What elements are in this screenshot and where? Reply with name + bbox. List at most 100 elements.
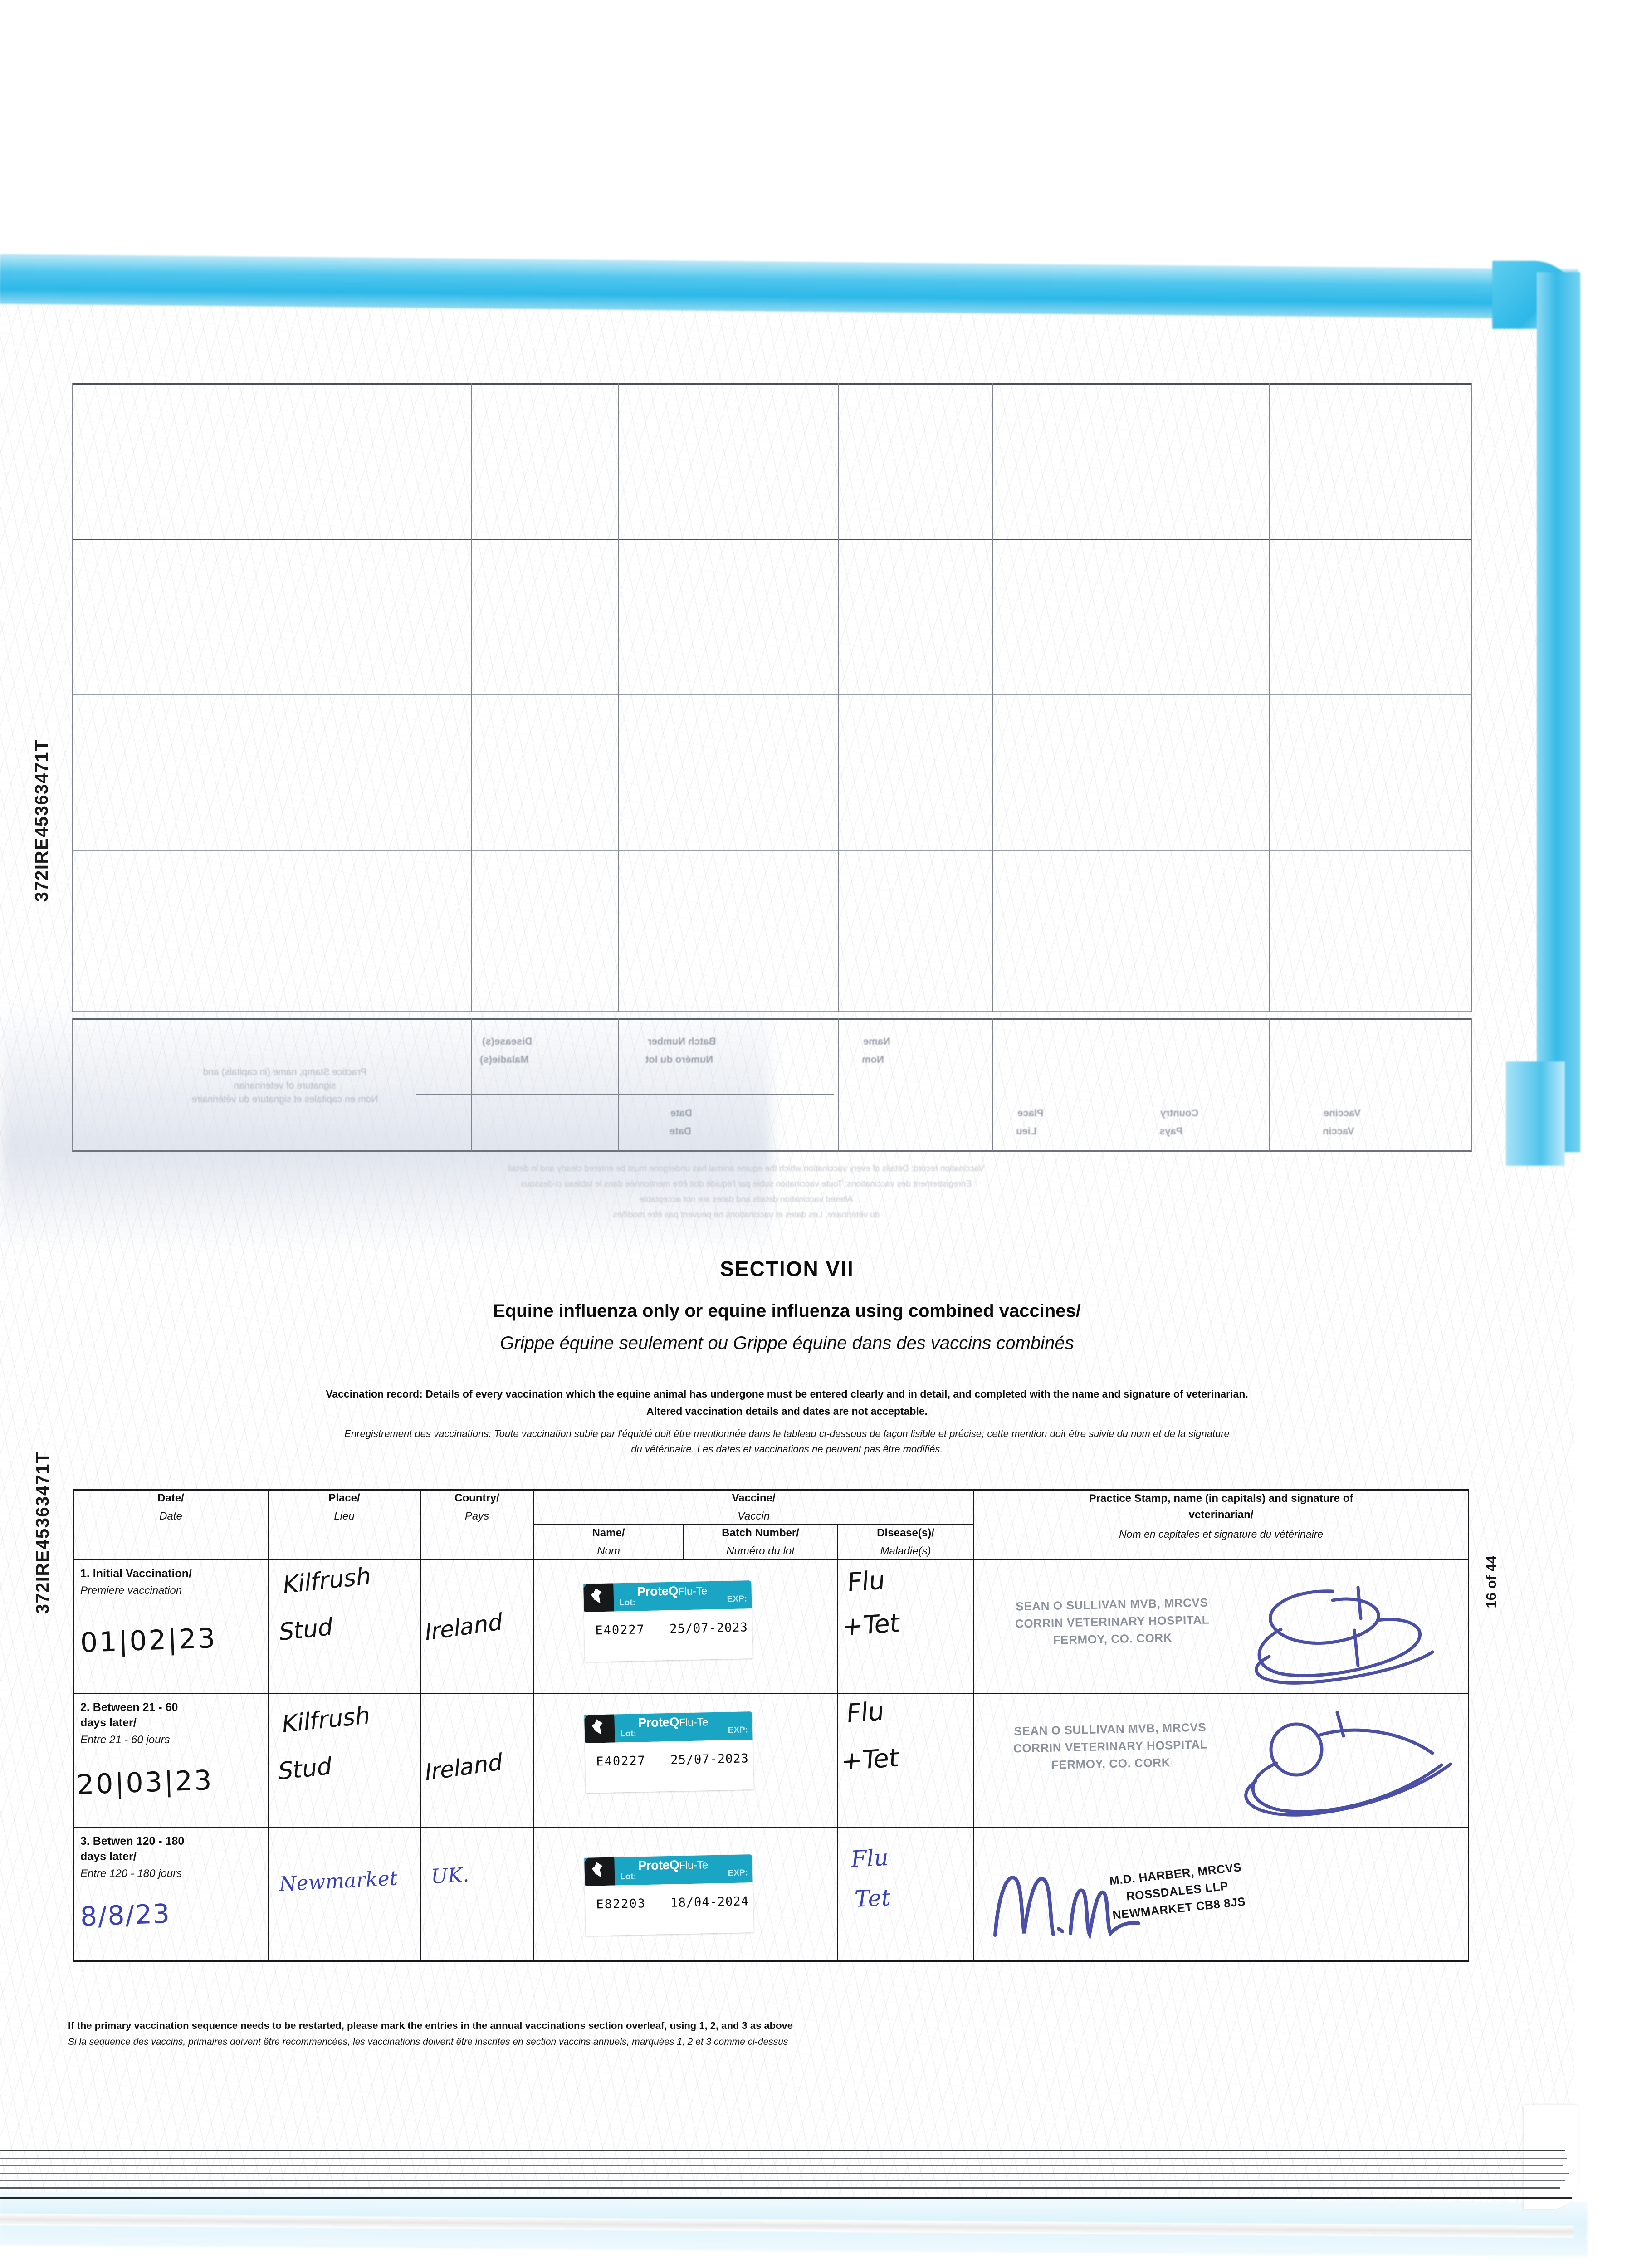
vaccination-record-note-en: Vaccination record: Details of every vac… [0, 1385, 1574, 1420]
row3-label-fr: Entre 120 - 180 jours [80, 1867, 182, 1880]
row1-vet-signature [1255, 1586, 1434, 1685]
passport-id-vertical-bottom: 372IRE45363471T [33, 1452, 53, 1614]
sticker-body-3: E82203 18/04-2024 [585, 1882, 754, 1936]
proteq-sticker-3: ProteQFlu-Te Lot: EXP: E82203 18/04-2024 [584, 1854, 754, 1936]
row3-expiry-date: 18/04-2024 [670, 1894, 749, 1910]
page-shadow [0, 998, 771, 1252]
row1-date-handwritten: 01|02|23 [79, 1622, 218, 1659]
row1-country: Ireland [423, 1608, 504, 1646]
row2-disease-line2: +Tet [840, 1743, 900, 1777]
header-date: Date/ Date [73, 1489, 269, 1560]
row2-batch-number: E40227 [596, 1754, 646, 1769]
row2-label-fr: Entre 21 - 60 jours [80, 1734, 170, 1746]
header-practice-stamp: Practice Stamp, name (in capitals) and s… [973, 1489, 1470, 1560]
cell-vaccine-1: ProteQFlu-Te Lot: EXP: E40227 25/07-2023 [533, 1559, 838, 1694]
sticker-exp-label-2: EXP: [728, 1725, 748, 1735]
plastic-sleeve-right-edge [1537, 272, 1580, 1152]
cell-country-1: Ireland [420, 1559, 534, 1694]
row3-label-en: 3. Betwen 120 - 180 [80, 1835, 185, 1848]
row1-disease-line2: +Tet [840, 1608, 901, 1642]
sticker-band-2: ProteQFlu-Te Lot: EXP: [584, 1711, 753, 1743]
proteq-sticker-1: ProteQFlu-Te Lot: EXP: E40227 25/07-2023 [583, 1580, 753, 1662]
section-header-block: SECTION VII Equine influenza only or equ… [0, 1256, 1574, 1457]
sticker-lot-label-1: Lot: [619, 1598, 636, 1608]
cell-place-3: Newmarket [268, 1827, 421, 1962]
row2-expiry-date: 25/07-2023 [670, 1751, 749, 1767]
table-row: 3. Betwen 120 - 180 days later/ Entre 12… [73, 1827, 1470, 1962]
note-fr-line2: du vétérinaire. Les dates et vaccination… [631, 1443, 943, 1455]
sticker-exp-label-1: EXP: [727, 1594, 748, 1604]
cell-country-3: UK. [420, 1827, 534, 1962]
table-row: 1. Initial Vaccination/ Premiere vaccina… [73, 1559, 1470, 1694]
page-corner-bottom-right [1524, 2105, 1578, 2209]
row1-batch-number: E40227 [595, 1623, 645, 1638]
sticker-body-1: E40227 25/07-2023 [584, 1608, 753, 1662]
header-diseases: Disease(s)/ Maladie(s) [836, 1524, 975, 1560]
sticker-brand-3: ProteQFlu-Te [638, 1857, 708, 1873]
vaccination-table: Date/ Date Place/ Lieu Country/ Pays Vac… [73, 1489, 1470, 1962]
horse-head-icon [584, 1854, 615, 1886]
table-header-row-top: Date/ Date Place/ Lieu Country/ Pays Vac… [73, 1489, 1470, 1560]
header-country: Country/ Pays [420, 1489, 534, 1560]
table-header-row-sub: Name/ Nom Batch Number/ Numéro du lot Di… [73, 1524, 1469, 1560]
row1-place-line1: Kilfrush [281, 1562, 373, 1599]
cell-country-2: Ireland [420, 1693, 534, 1828]
row1-label-fr: Premiere vaccination [80, 1584, 182, 1597]
bleed-through-note: Vaccination record: Details of every vac… [508, 1164, 984, 1220]
cell-row-label-3: 3. Betwen 120 - 180 days later/ Entre 12… [73, 1827, 269, 1962]
cell-vaccine-2: ProteQFlu-Te Lot: EXP: E40227 25/07-2023 [533, 1693, 838, 1828]
row3-vet-stamp: M.D. HARBER, MRCVS ROSSDALES LLP NEWMARK… [1108, 1858, 1246, 1924]
row3-label-en2: days later/ [80, 1850, 137, 1863]
cell-vaccine-3: ProteQFlu-Te Lot: EXP: E82203 18/04-2024 [533, 1827, 838, 1962]
row1-vet-stamp: SEAN O SULLIVAN MVB, MRCVS CORRIN VETERI… [1015, 1594, 1210, 1650]
row1-label-en: 1. Initial Vaccination/ [80, 1567, 192, 1580]
row2-disease-line1: Flu [845, 1696, 885, 1729]
row2-date-handwritten: 20|03|23 [76, 1764, 214, 1801]
header-batch-number: Batch Number/ Numéro du lot [683, 1524, 838, 1560]
sticker-brand-1: ProteQFlu-Te [637, 1584, 707, 1599]
cell-row-label-1: 1. Initial Vaccination/ Premiere vaccina… [73, 1559, 269, 1694]
row2-vet-signature [1244, 1711, 1452, 1817]
table-row: 2. Between 21 - 60 days later/ Entre 21 … [73, 1693, 1470, 1828]
row3-disease-line1: Flu [850, 1844, 889, 1873]
sticker-band-3: ProteQFlu-Te Lot: EXP: [584, 1854, 753, 1886]
sticker-brand-2: ProteQFlu-Te [638, 1715, 708, 1730]
cell-stamp-2: SEAN O SULLIVAN MVB, MRCVS CORRIN VETERI… [973, 1693, 1470, 1828]
row3-date-handwritten: 8/8/23 [79, 1898, 171, 1932]
footer-note: If the primary vaccination sequence need… [68, 2019, 1474, 2049]
row2-label-en: 2. Between 21 - 60 [80, 1701, 178, 1714]
cell-row-label-2: 2. Between 21 - 60 days later/ Entre 21 … [73, 1693, 269, 1828]
vaccination-record-note-fr: Enregistrement des vaccinations: Toute v… [0, 1426, 1574, 1457]
header-vaccine-name: Name/ Nom [533, 1524, 684, 1560]
sticker-band-1: ProteQFlu-Te Lot: EXP: [583, 1580, 752, 1612]
sticker-exp-label-3: EXP: [728, 1868, 748, 1878]
footer-note-en: If the primary vaccination sequence need… [68, 2020, 793, 2031]
cell-disease-2: Flu +Tet [836, 1693, 975, 1828]
note-fr-line1: Enregistrement des vaccinations: Toute v… [344, 1428, 1230, 1439]
section-subtitle-fr: Grippe équine seulement ou Grippe équine… [500, 1333, 1074, 1353]
header-vaccine: Vaccine/ Vaccin [533, 1489, 975, 1525]
cell-disease-3: Flu Tet [836, 1827, 975, 1962]
horse-head-icon [584, 1711, 615, 1743]
row1-expiry-date: 25/07-2023 [669, 1620, 748, 1636]
row2-place-line2: Stud [277, 1752, 334, 1786]
page-stack-edge-lines [0, 2150, 1574, 2204]
proteq-sticker-2: ProteQFlu-Te Lot: EXP: E40227 25/07-2023 [584, 1711, 754, 1793]
note-en-line1: Vaccination record: Details of every vac… [326, 1388, 1248, 1400]
footer-note-fr: Si la sequence des vaccins, primaires do… [68, 2037, 788, 2047]
passport-id-vertical-top: 372IRE45363471T [32, 739, 52, 902]
sticker-lot-label-3: Lot: [620, 1872, 637, 1882]
sticker-lot-label-2: Lot: [620, 1729, 637, 1739]
row2-vet-stamp: SEAN O SULLIVAN MVB, MRCVS CORRIN VETERI… [1013, 1719, 1208, 1774]
header-place: Place/ Lieu [268, 1489, 421, 1560]
bleed-through-header-row: Disease(s) Maladie(s) Batch Number Numér… [72, 1018, 1472, 1154]
row3-country: UK. [430, 1863, 470, 1889]
row2-country: Ireland [423, 1748, 504, 1786]
cell-disease-1: Flu +Tet [836, 1559, 975, 1694]
row1-place-line2: Stud [278, 1613, 335, 1647]
section-subtitle-en: Equine influenza only or equine influenz… [493, 1301, 1081, 1321]
section-title: SECTION VII [720, 1257, 854, 1281]
horse-head-icon [583, 1580, 614, 1612]
row2-label-en2: days later/ [80, 1716, 137, 1729]
